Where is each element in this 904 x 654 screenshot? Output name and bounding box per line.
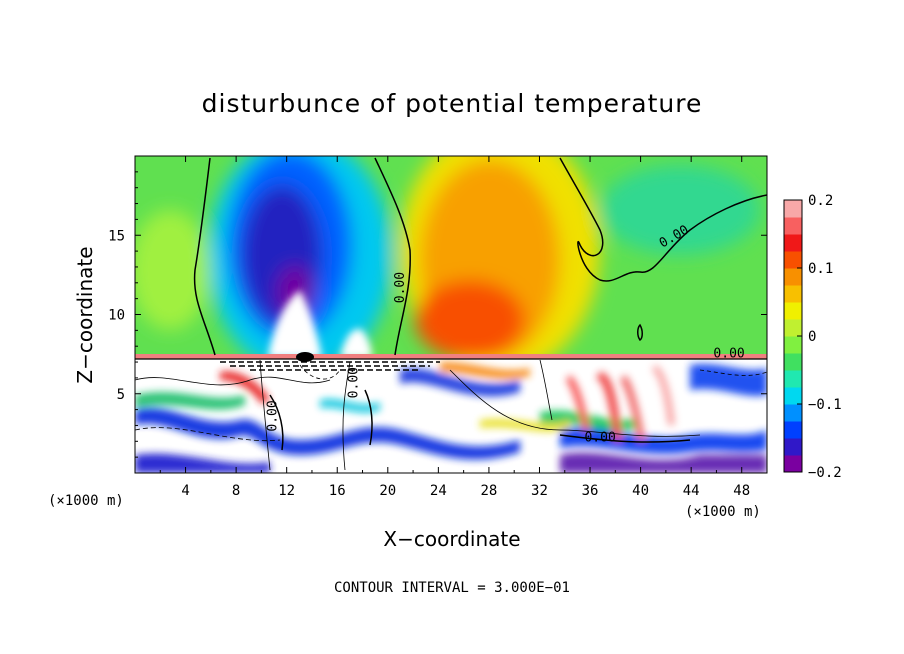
colorbar xyxy=(783,199,803,473)
y-axis-label: Z−coordinate xyxy=(73,246,97,383)
field-blobs xyxy=(135,156,760,375)
interface-dashes xyxy=(220,361,440,371)
colorbar-segment xyxy=(784,438,802,456)
x-tick-label: 44 xyxy=(683,483,700,499)
lower-contour-8 xyxy=(539,359,553,421)
band-purple xyxy=(560,452,767,473)
colorbar-segment xyxy=(784,268,802,286)
lower-contour-6 xyxy=(449,369,701,437)
contour-label-group: 0.000.000.000.000.000.00 xyxy=(266,223,745,446)
band-yellow xyxy=(480,418,570,432)
x-tick-label: 4 xyxy=(181,483,189,499)
colorbar-segment xyxy=(784,302,802,320)
colorbar-segment xyxy=(784,455,802,473)
band-blue-5 xyxy=(400,368,520,397)
y-tick-label: 15 xyxy=(108,228,125,244)
plot-area xyxy=(135,156,767,473)
colorbar-tick-label: 0 xyxy=(808,329,816,345)
y-ticks: 5 10 15 xyxy=(108,171,767,458)
band-blue-4 xyxy=(690,363,767,397)
colorbar-tick-label: 0.2 xyxy=(808,193,833,209)
interface-band xyxy=(135,354,767,359)
x-ticks: 4 8 12 16 20 24 28 32 36 40 44 48 xyxy=(159,156,750,499)
y-tick-label: 10 xyxy=(108,308,125,324)
warm-anomaly-core xyxy=(415,280,525,360)
contour-label: 0.00 xyxy=(584,430,615,445)
lower-contour-10 xyxy=(269,394,284,451)
lower-contour-3 xyxy=(342,361,351,471)
contour-label: 0.00 xyxy=(713,346,744,361)
lower-contour-11 xyxy=(364,389,373,446)
contour-lines xyxy=(193,157,767,356)
band-red-1 xyxy=(220,371,270,404)
x-tick-label: 48 xyxy=(733,483,750,499)
band-cyan xyxy=(320,398,380,413)
x-tick-label: 32 xyxy=(531,483,548,499)
colorbar-segment xyxy=(784,200,802,218)
colorbar-ticks: 0.2 0.1 0 −0.1 −0.2 xyxy=(797,193,842,481)
mask-hole xyxy=(268,290,372,358)
colorbar-segment xyxy=(784,353,802,371)
chart-title: disturbunce of potential temperature xyxy=(202,89,703,118)
band-blue-1 xyxy=(135,407,520,460)
x-unit-label-right: (×1000 m) xyxy=(685,504,761,520)
x-unit-label-left: (×1000 m) xyxy=(48,493,124,509)
contour-label: 0.00 xyxy=(346,367,361,398)
contour-interval-footer: CONTOUR INTERVAL = 3.000E−01 xyxy=(334,580,570,596)
lower-contour-7 xyxy=(559,434,691,443)
x-tick-label: 12 xyxy=(278,483,295,499)
colorbar-segment xyxy=(784,336,802,354)
contour-zero-left xyxy=(193,157,216,356)
lower-contour-5 xyxy=(135,427,281,442)
colorbar-segment xyxy=(784,319,802,337)
contour-zero-small xyxy=(637,323,643,342)
x-tick-label: 36 xyxy=(582,483,599,499)
dark-blob xyxy=(296,352,314,362)
x-axis-label: X−coordinate xyxy=(383,527,520,551)
colorbar-tick-label: −0.1 xyxy=(808,397,842,413)
band-red-4 xyxy=(566,375,590,430)
contour-zero-right xyxy=(559,157,767,282)
lower-contour-4 xyxy=(299,364,341,380)
colorbar-segment xyxy=(784,217,802,235)
colorbar-segment xyxy=(784,285,802,303)
x-tick-label: 40 xyxy=(632,483,649,499)
band-blue-3 xyxy=(560,427,767,454)
right-cool-region xyxy=(600,165,760,255)
y-tick-label: 5 xyxy=(117,387,125,403)
colorbar-segment xyxy=(784,251,802,269)
contour-zero-mid xyxy=(374,157,411,356)
colorbar-segment xyxy=(784,404,802,422)
colorbar-segment xyxy=(784,387,802,405)
x-tick-label: 8 xyxy=(232,483,240,499)
x-tick-label: 28 xyxy=(480,483,497,499)
contour-label: 0.00 xyxy=(393,272,408,303)
x-tick-label: 24 xyxy=(430,483,447,499)
x-tick-label: 16 xyxy=(329,483,346,499)
colorbar-tick-label: 0.1 xyxy=(808,261,833,277)
colorbar-segment xyxy=(784,234,802,252)
colorbar-segment xyxy=(784,370,802,388)
x-tick-label: 20 xyxy=(379,483,396,499)
left-light-region xyxy=(135,210,210,330)
colorbar-segment xyxy=(784,421,802,439)
band-red-3 xyxy=(620,375,645,440)
colorbar-tick-label: −0.2 xyxy=(808,465,842,481)
lower-contour-1 xyxy=(135,376,331,386)
contour-label: 0.00 xyxy=(266,400,281,431)
band-red-2 xyxy=(596,372,622,440)
band-pink xyxy=(652,365,675,425)
band-green-1 xyxy=(135,392,245,410)
band-orange-1 xyxy=(440,361,530,380)
